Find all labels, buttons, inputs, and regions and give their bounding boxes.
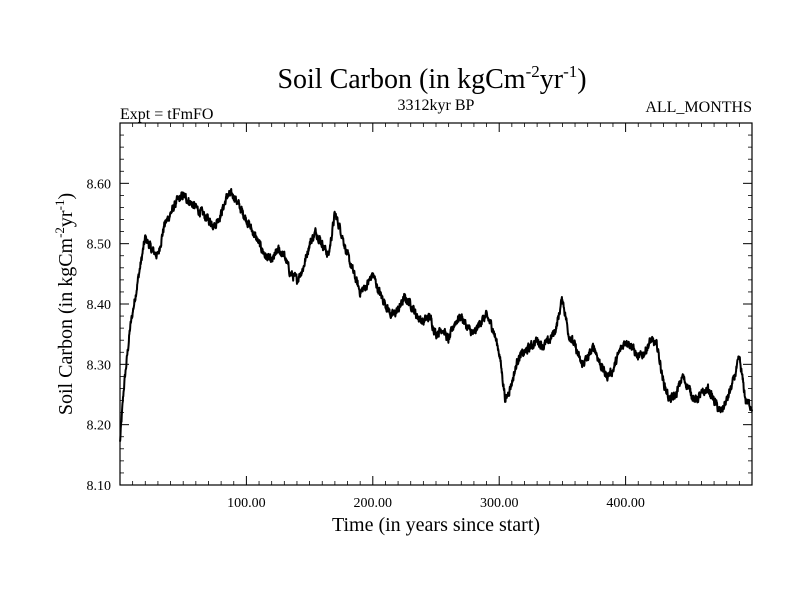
soil-carbon-series-line (119, 188, 753, 442)
experiment-label: Expt = tFmFO (120, 106, 213, 123)
y-tick-label: 8.40 (87, 298, 112, 313)
x-axis-label: Time (in years since start) (332, 514, 540, 536)
y-axis-label: Soil Carbon (in kgCm-2yr-1) (52, 193, 77, 415)
x-tick-label: 300.00 (480, 496, 519, 511)
y-tick-label: 8.10 (87, 479, 112, 494)
x-tick-label: 400.00 (606, 496, 645, 511)
minor-ticks (120, 123, 752, 485)
plot-frame (119, 122, 753, 486)
x-axis-ticks: 100.00 200.00 300.00 400.00 (227, 123, 645, 511)
x-tick-label: 200.00 (354, 496, 393, 511)
y-tick-label: 8.50 (87, 238, 112, 253)
y-tick-label: 8.30 (87, 358, 112, 373)
y-axis-ticks: 8.10 8.20 8.30 8.40 8.50 8.60 (87, 177, 752, 494)
x-tick-label: 100.00 (227, 496, 266, 511)
months-label: ALL_MONTHS (645, 99, 752, 116)
y-tick-label: 8.60 (87, 177, 112, 192)
chart-title: Soil Carbon (in kgCm-2yr-1) (277, 62, 586, 95)
y-tick-label: 8.20 (87, 419, 112, 434)
period-label: 3312kyr BP (398, 97, 475, 114)
